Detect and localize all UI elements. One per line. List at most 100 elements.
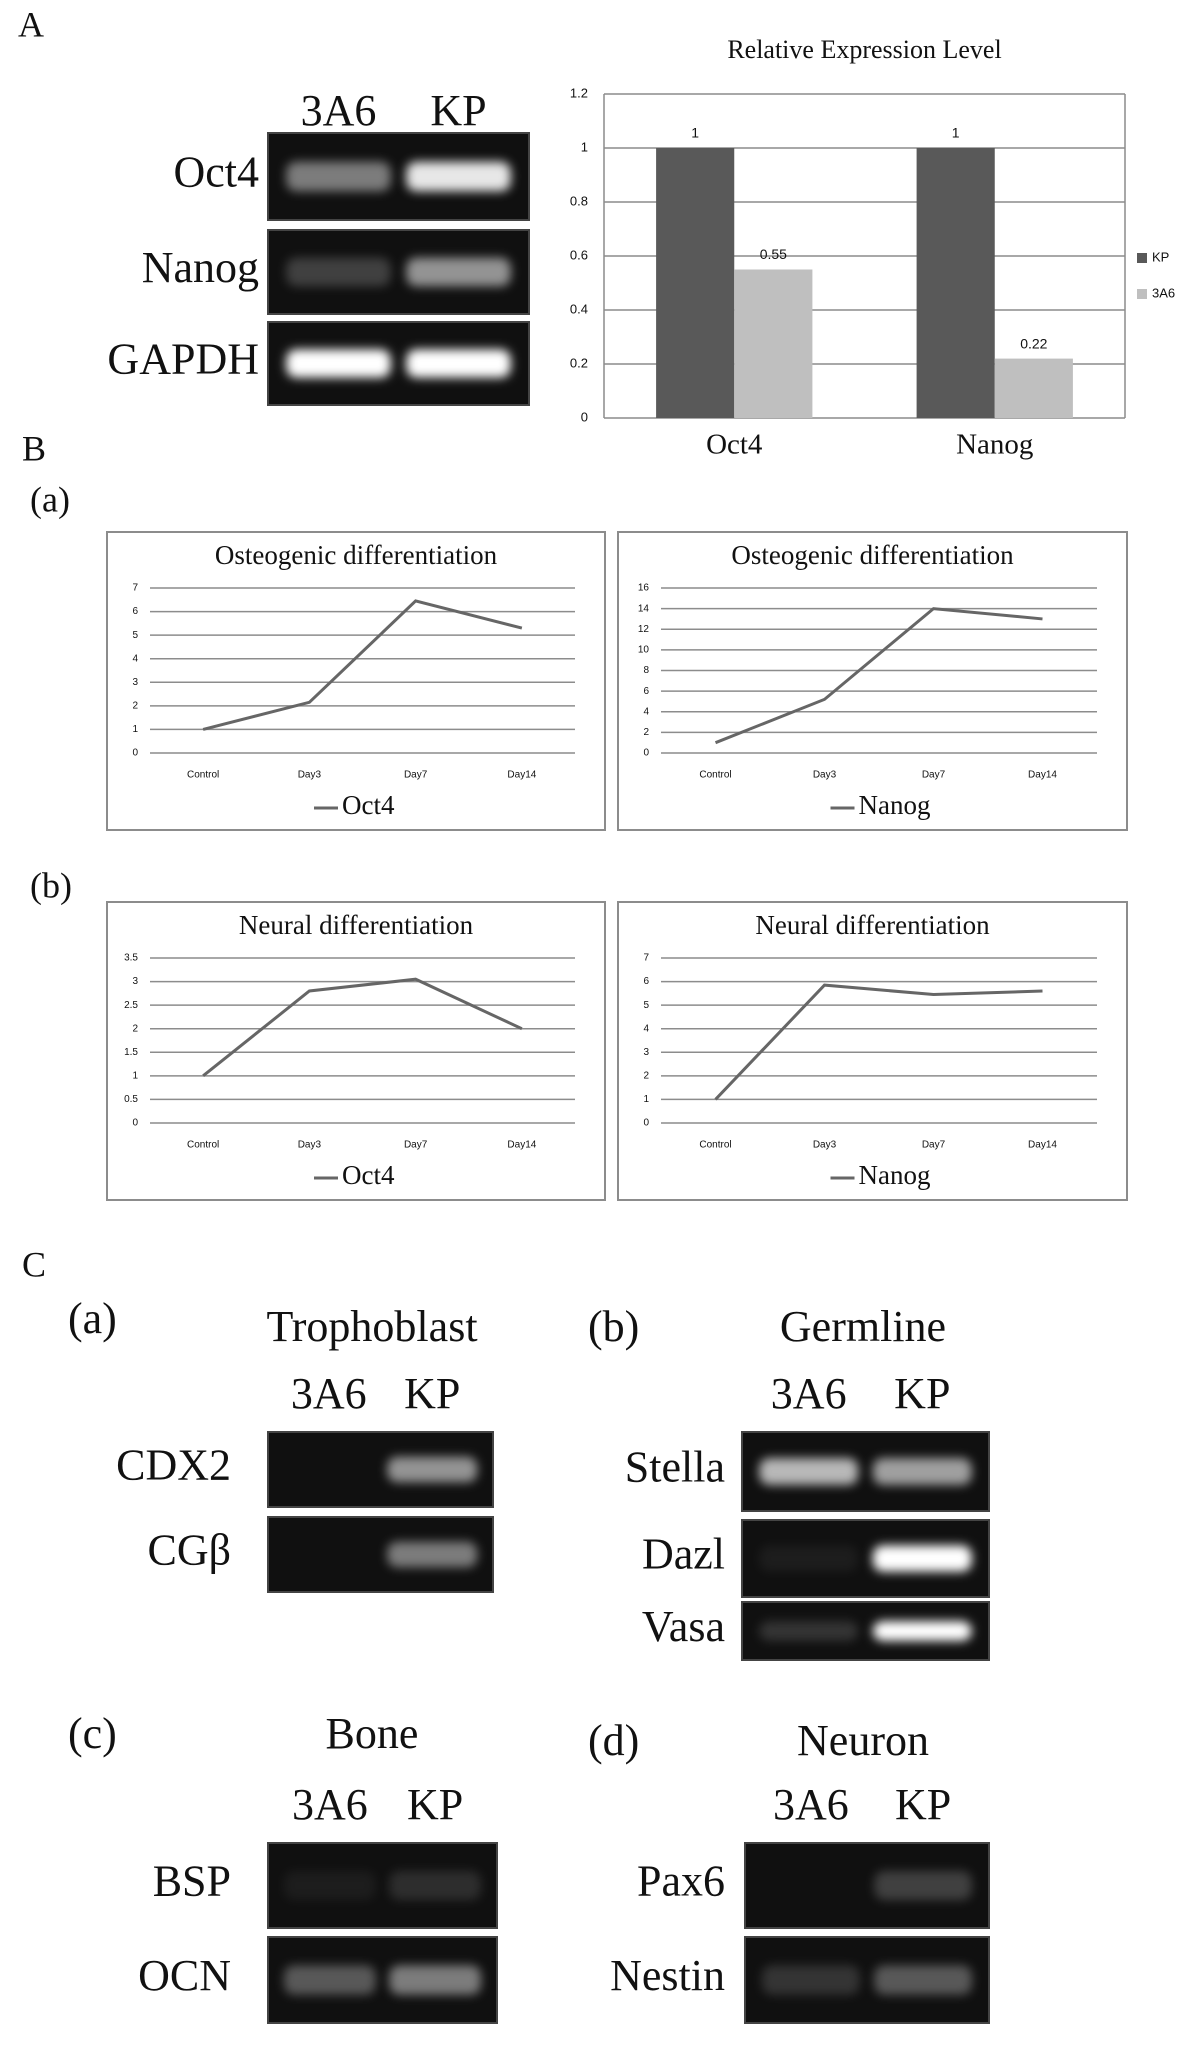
bar [994, 358, 1073, 418]
y-tick-label: 14 [638, 603, 650, 614]
x-tick-label: Day7 [404, 770, 428, 781]
x-tick-label: Day7 [922, 1140, 946, 1151]
gel-band [406, 257, 511, 287]
lane-label: 3A6 [292, 1780, 368, 1829]
gel-band [759, 1621, 859, 1641]
gel-band [759, 1458, 859, 1485]
gel-band [387, 1456, 478, 1483]
x-tick-label: Day7 [922, 770, 946, 781]
panel-label: (b) [30, 865, 72, 905]
panel-sublabel: (d) [588, 1716, 639, 1765]
y-tick-label: 4 [643, 1023, 649, 1034]
gel-band [874, 1965, 972, 1995]
panel-label: B [22, 428, 46, 468]
y-tick-label: 7 [643, 953, 649, 964]
chart-title: Neural differentiation [239, 910, 474, 940]
y-tick-label: 0.5 [124, 1094, 138, 1105]
y-tick-label: 4 [132, 653, 138, 664]
x-tick-label: Control [187, 1140, 219, 1151]
data-label: 1 [691, 125, 699, 141]
lane-label: 3A6 [291, 1369, 367, 1418]
x-tick-label: Day14 [1028, 1140, 1057, 1151]
chart-frame [617, 901, 1128, 1201]
y-tick-label: 7 [132, 583, 138, 594]
lane-label: 3A6 [771, 1369, 847, 1418]
chart-title: Relative Expression Level [727, 35, 1001, 64]
y-tick-label: 2 [132, 700, 138, 711]
gel-row-label: Pax6 [637, 1857, 725, 1906]
line-series [202, 977, 523, 1078]
gel-row-label: Vasa [642, 1602, 725, 1651]
gel-band [759, 1545, 859, 1572]
y-tick-label: 3.5 [124, 953, 138, 964]
y-tick-label: 1 [581, 139, 588, 154]
chart-frame [106, 531, 606, 831]
gel-band [387, 1541, 478, 1568]
y-tick-label: 0.8 [570, 193, 588, 208]
y-tick-label: 2.5 [124, 1000, 138, 1011]
gel-band [389, 1965, 481, 1995]
x-tick-label: Control [187, 770, 219, 781]
y-tick-label: 0 [132, 748, 138, 759]
lane-label: KP [430, 86, 486, 135]
y-tick-label: 0.2 [570, 355, 588, 370]
y-tick-label: 6 [643, 686, 649, 697]
gel-band [762, 1965, 860, 1995]
legend-label: Nanog [859, 790, 931, 820]
x-tick-label: Control [699, 770, 731, 781]
panel-label: A [18, 4, 44, 44]
legend-label: KP [1152, 249, 1169, 264]
chart-title: Neural differentiation [755, 910, 990, 940]
gel-row-label: Nanog [142, 243, 259, 292]
gel-title: Trophoblast [266, 1302, 477, 1351]
gel-band [284, 1871, 376, 1900]
chart-title: Osteogenic differentiation [731, 540, 1014, 570]
gel-band [284, 1965, 376, 1995]
line-series [714, 607, 1043, 745]
y-tick-label: 3 [132, 976, 138, 987]
panel-sublabel: (a) [68, 1294, 117, 1343]
gel-row-label: BSP [153, 1857, 231, 1906]
x-tick-label: Day3 [298, 770, 322, 781]
y-tick-label: 12 [638, 624, 650, 635]
gel-title: Neuron [797, 1716, 929, 1765]
y-tick-label: 3 [132, 677, 138, 688]
gel-band [389, 1871, 481, 1900]
gel-band [874, 1871, 972, 1900]
legend-label: 3A6 [1152, 285, 1175, 300]
y-tick-label: 0 [643, 748, 649, 759]
legend-swatch [1137, 253, 1147, 263]
y-tick-label: 1 [132, 724, 138, 735]
gel-row-label: OCN [138, 1951, 231, 2000]
line-series [202, 599, 523, 731]
panel-sublabel: (c) [68, 1709, 117, 1758]
y-tick-label: 16 [638, 583, 650, 594]
lane-label: KP [894, 1369, 950, 1418]
y-tick-label: 1.5 [124, 1047, 138, 1058]
x-tick-label: Day14 [507, 770, 536, 781]
x-tick-label: Day3 [813, 770, 837, 781]
panel-label: (a) [30, 479, 70, 519]
x-tick-label: Control [699, 1140, 731, 1151]
gel-row-label: CDX2 [116, 1441, 231, 1490]
y-tick-label: 1 [132, 1070, 138, 1081]
data-label: 0.55 [760, 246, 787, 262]
lane-label: KP [407, 1780, 463, 1829]
gel-row-label: Oct4 [173, 148, 259, 197]
gel-band [872, 1458, 972, 1485]
legend-label: Oct4 [342, 1160, 395, 1190]
gel-band [872, 1545, 972, 1572]
gel-row-label: CGβ [147, 1526, 231, 1575]
bar [916, 148, 995, 418]
y-tick-label: 0 [581, 409, 588, 424]
panel-label: C [22, 1244, 46, 1284]
gel-band [406, 349, 511, 378]
lane-label: KP [895, 1780, 951, 1829]
y-tick-label: 0.4 [570, 301, 588, 316]
gel-band [286, 349, 391, 378]
gel-title: Germline [780, 1302, 946, 1351]
data-label: 0.22 [1020, 335, 1047, 351]
x-tick-label: Day3 [813, 1140, 837, 1151]
y-tick-label: 2 [132, 1023, 138, 1034]
lane-label: 3A6 [773, 1780, 849, 1829]
